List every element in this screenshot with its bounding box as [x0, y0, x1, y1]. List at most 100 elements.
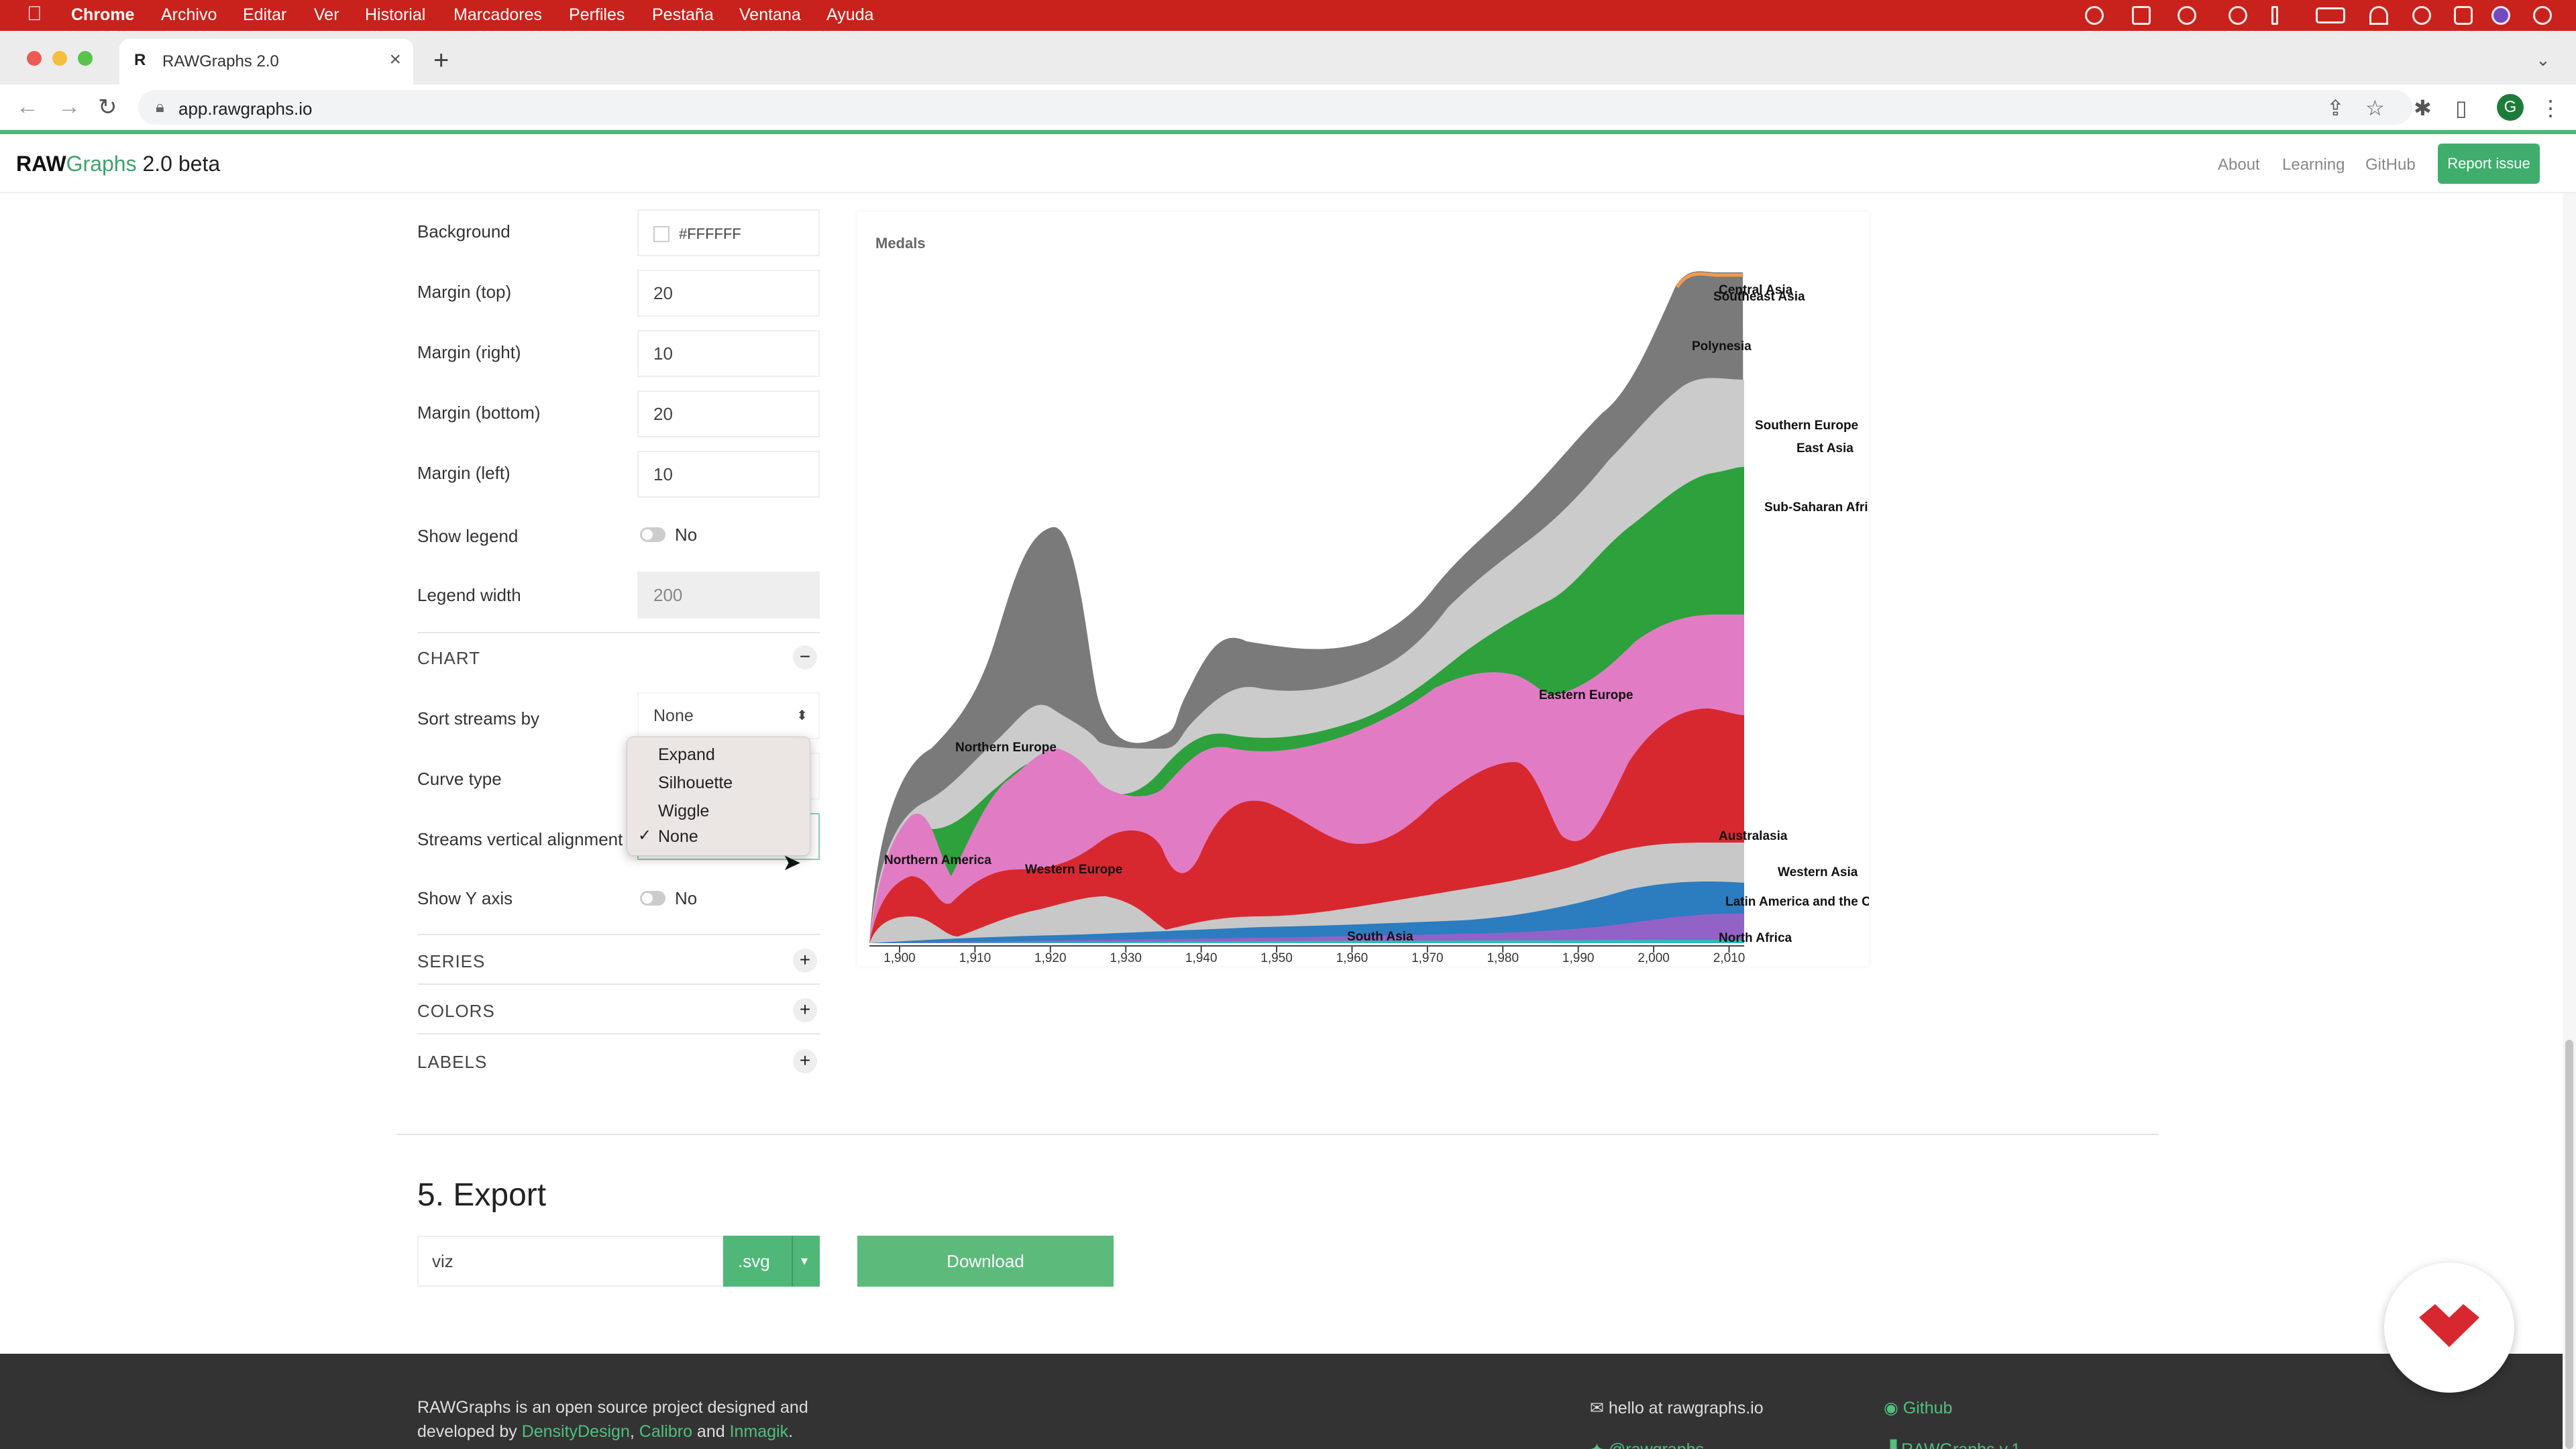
- inmagik-link[interactable]: Inmagik: [729, 1422, 789, 1441]
- side-panel-icon[interactable]: ▯: [2455, 96, 2467, 120]
- window-close-icon[interactable]: [27, 51, 42, 66]
- color-swatch[interactable]: [653, 226, 669, 243]
- footer-twitter-link[interactable]: ✦ @rawgraphs: [1590, 1440, 1704, 1449]
- lock-icon[interactable]: 🔒︎: [156, 98, 164, 116]
- back-icon[interactable]: ←: [16, 94, 39, 119]
- x-tick-label: 1,990: [1562, 951, 1595, 965]
- colors-section-title[interactable]: COLORS: [417, 1001, 495, 1021]
- margin-top-input[interactable]: 20: [637, 270, 820, 317]
- x-tick-label: 1,950: [1260, 951, 1293, 965]
- menu-editar[interactable]: Editar: [243, 5, 287, 24]
- chart-section-title[interactable]: CHART: [417, 648, 481, 668]
- densitydesign-link[interactable]: DensityDesign: [521, 1422, 630, 1441]
- margin-top-label: Margin (top): [417, 282, 512, 302]
- nav-about[interactable]: About: [2218, 156, 2260, 174]
- checkmark-icon: ✓: [638, 826, 652, 845]
- filename-input[interactable]: viz: [417, 1236, 723, 1287]
- extensions-puzzle-icon[interactable]: ✱: [2414, 96, 2432, 120]
- bluetooth-icon[interactable]: [2271, 6, 2278, 25]
- footer-v1-link[interactable]: ▟ RAWGraphs v.1: [1884, 1440, 2021, 1449]
- show-legend-toggle[interactable]: [640, 527, 665, 542]
- notification-icon[interactable]: [2533, 6, 2552, 25]
- sort-streams-select[interactable]: None ⬍: [637, 692, 820, 739]
- show-y-axis-value: No: [675, 888, 698, 908]
- option-silhouette[interactable]: Silhouette: [658, 773, 733, 792]
- window-zoom-icon[interactable]: [78, 51, 93, 66]
- stream-blue: [869, 881, 1744, 943]
- show-y-axis-toggle[interactable]: [640, 891, 665, 906]
- footer-github-text: Github: [1902, 1399, 1953, 1417]
- nav-learning[interactable]: Learning: [2282, 156, 2345, 174]
- margin-right-input[interactable]: 10: [637, 330, 820, 377]
- nav-github[interactable]: GitHub: [2365, 156, 2416, 174]
- report-issue-button[interactable]: Report issue: [2438, 144, 2540, 184]
- labels-expand-button[interactable]: +: [793, 1049, 817, 1073]
- margin-left-input[interactable]: 10: [637, 451, 820, 498]
- labels-section-title[interactable]: LABELS: [417, 1052, 488, 1072]
- background-color-field[interactable]: #FFFFFF: [637, 209, 820, 256]
- menu-pestana[interactable]: Pestaña: [652, 5, 714, 24]
- reload-icon[interactable]: ↻: [98, 95, 117, 120]
- margin-bottom-input[interactable]: 20: [637, 390, 820, 437]
- label-western-asia: Western Asia: [1778, 865, 1858, 879]
- footer-sep2: and: [692, 1422, 730, 1441]
- tab-search-chevron-icon[interactable]: ⌄: [2536, 50, 2551, 70]
- tab-close-icon[interactable]: ×: [389, 48, 401, 70]
- control-center-icon[interactable]: [2454, 6, 2473, 25]
- wifi-icon[interactable]: [2369, 6, 2388, 25]
- format-select[interactable]: .svg ▾: [723, 1236, 820, 1287]
- label-southeast-asia: Southeast Asia: [1713, 290, 1805, 304]
- battery-icon[interactable]: [2316, 7, 2345, 23]
- menu-app-name[interactable]: Chrome: [71, 5, 135, 24]
- legend-width-input[interactable]: 200: [637, 572, 820, 619]
- series-expand-button[interactable]: +: [793, 949, 817, 973]
- address-bar[interactable]: 🔒︎ app.rawgraphs.io: [138, 90, 2412, 125]
- curve-type-label: Curve type: [417, 769, 502, 789]
- x-tick-label: 1,920: [1034, 951, 1067, 965]
- floating-help-badge[interactable]: [2384, 1263, 2514, 1393]
- apple-icon[interactable]: : [27, 3, 42, 25]
- menu-ayuda[interactable]: Ayuda: [826, 5, 874, 24]
- dropbox-icon[interactable]: [2132, 6, 2151, 25]
- label-central-asia: Central Asia: [1719, 283, 1793, 297]
- colors-expand-button[interactable]: +: [793, 998, 817, 1022]
- browser-menu-icon[interactable]: ⋮: [2540, 96, 2561, 120]
- option-expand[interactable]: Expand: [658, 745, 715, 764]
- info-icon[interactable]: [2229, 6, 2247, 25]
- menu-marcadores[interactable]: Marcadores: [453, 5, 542, 24]
- menu-ver[interactable]: Ver: [314, 5, 339, 24]
- menu-perfiles[interactable]: Perfiles: [569, 5, 625, 24]
- url-text[interactable]: app.rawgraphs.io: [178, 99, 313, 119]
- export-title: 5. Export: [417, 1177, 547, 1213]
- spotlight-search-icon[interactable]: [2412, 6, 2431, 25]
- calibro-link[interactable]: Calibro: [639, 1422, 692, 1441]
- status-app-icon[interactable]: [2085, 6, 2104, 25]
- profile-avatar[interactable]: G: [2497, 94, 2524, 121]
- footer-prefix: developed by: [417, 1422, 522, 1441]
- browser-tab[interactable]: R RAWGraphs 2.0 ×: [119, 39, 413, 85]
- footer-twitter-text: @rawgraphs: [1609, 1440, 1704, 1449]
- sync-icon[interactable]: [2178, 6, 2196, 25]
- footer-github-link[interactable]: ◉ Github: [1884, 1398, 1952, 1418]
- siri-icon[interactable]: [2491, 6, 2510, 25]
- menu-ventana[interactable]: Ventana: [739, 5, 801, 24]
- option-none[interactable]: None: [658, 827, 698, 846]
- app-logo[interactable]: RAWGraphs 2.0 beta: [16, 152, 220, 176]
- series-section-title[interactable]: SERIES: [417, 951, 486, 971]
- scrollbar-thumb[interactable]: [2565, 1040, 2573, 1449]
- brand-version: 2.0 beta: [136, 152, 221, 176]
- footer-email[interactable]: ✉ hello at rawgraphs.io: [1590, 1398, 1764, 1418]
- forward-icon[interactable]: →: [58, 94, 80, 119]
- caret-down-icon[interactable]: ▾: [800, 1254, 808, 1269]
- menu-archivo[interactable]: Archivo: [161, 5, 217, 24]
- chart-collapse-button[interactable]: −: [793, 645, 817, 669]
- format-value: .svg: [738, 1251, 770, 1271]
- menu-historial[interactable]: Historial: [365, 5, 426, 24]
- bookmark-star-icon[interactable]: ☆: [2365, 96, 2385, 120]
- window-minimize-icon[interactable]: [52, 51, 67, 66]
- new-tab-icon[interactable]: +: [433, 46, 449, 75]
- download-button[interactable]: Download: [857, 1236, 1114, 1287]
- share-icon[interactable]: ⇪: [2326, 96, 2345, 120]
- streamgraph-chart: 1,900 1,910 1,920 1,930 1,940 1,950 1,960 1,970…: [869, 271, 1869, 965]
- option-wiggle[interactable]: Wiggle: [658, 802, 710, 820]
